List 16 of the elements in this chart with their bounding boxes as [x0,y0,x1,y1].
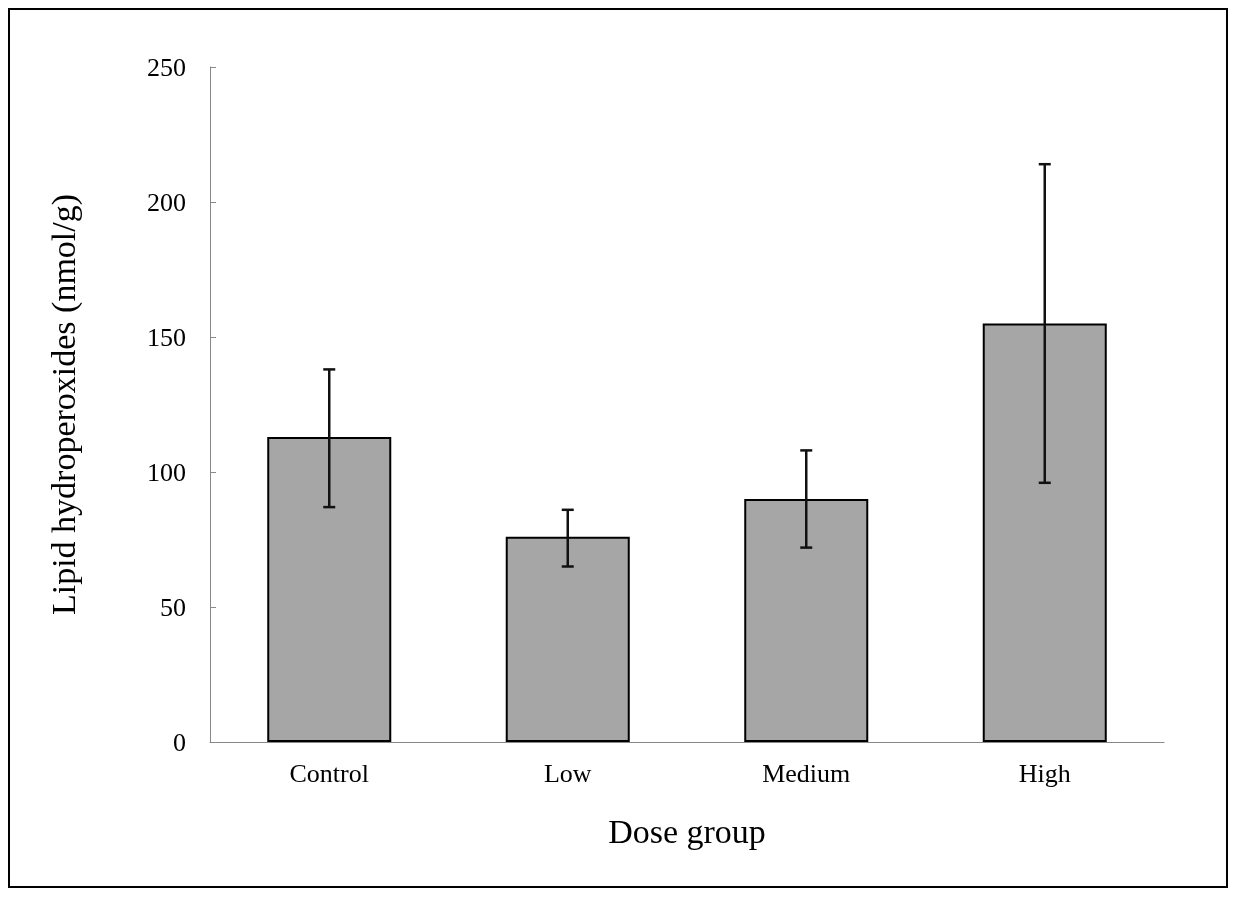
y-tick-label: 0 [173,727,186,757]
y-tick-label: 250 [147,52,186,82]
y-axis-title: Lipid hydroperoxides (nmol/g) [44,193,83,616]
x-tick-label: Medium [762,758,851,788]
y-tick-label: 100 [147,457,186,487]
bar [267,436,392,742]
y-tick-label: 50 [160,592,186,622]
bar [744,499,869,742]
x-tick-label: Low [543,758,592,788]
x-axis-title: Dose group [608,812,766,850]
bar [505,536,630,742]
x-tick-label: High [1018,758,1071,788]
x-tick-label: Control [289,758,369,788]
bar [982,323,1107,742]
y-tick-label: 200 [147,187,186,217]
y-tick-label: 150 [147,322,186,352]
